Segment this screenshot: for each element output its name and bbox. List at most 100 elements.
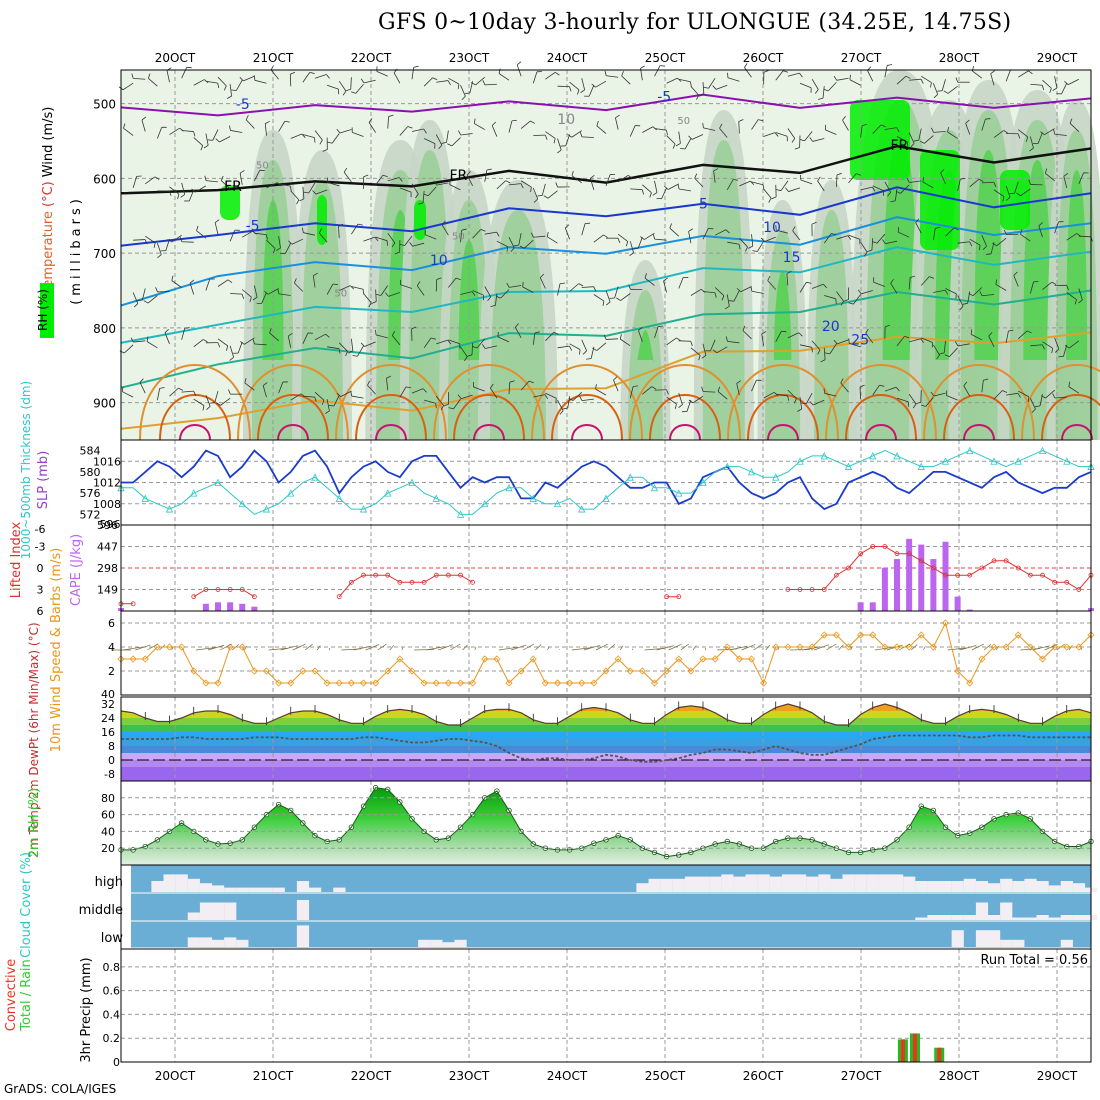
barb-staff [290,133,303,139]
wind-barb [571,170,582,184]
wind-barb [290,133,306,139]
barb-flag [940,169,945,174]
barb-staff [1020,233,1031,242]
wind-barb [557,85,572,92]
barb-flag [137,299,143,302]
warm-isotherm [335,364,447,441]
barb-flag [1028,179,1031,185]
barb-staff [262,385,267,398]
wind-barb [1078,172,1089,185]
wind-barb [484,286,492,302]
wind-barb [1028,179,1043,186]
barb-staff [969,178,980,188]
barb-flag [649,192,652,198]
barb-flag [1029,147,1034,152]
barb-flag [787,395,790,401]
li-marker [470,579,476,585]
wind-barb [919,135,934,144]
temp-band [121,711,1091,718]
barb-flag [514,323,519,328]
wind-barb [209,391,219,404]
barb-staff [1078,172,1084,185]
wind-barb [799,82,812,93]
wind-barb [666,337,681,346]
cloud-bar-high [781,874,795,892]
cloud-bar-high [866,874,879,892]
barb-staff [787,72,800,77]
barb-flag [227,279,233,283]
barb-staff [484,169,488,182]
wind-barb [508,119,517,133]
barb-staff [254,343,267,346]
barb-staff [739,237,748,248]
warm-isotherm [551,394,623,441]
barb-staff [811,283,824,289]
wind-barb [744,63,752,78]
barb-staff [460,85,466,97]
cape-bar [857,602,864,611]
series-2m-temp [120,703,1092,726]
barb-staff [254,79,267,84]
barb-staff [495,293,498,306]
cloud-bar-high [891,874,904,892]
barb-flag [688,135,693,140]
barb-flag [540,273,545,278]
cape-bar [894,559,900,611]
surface-wind-barb [365,644,380,651]
wind-barb [205,80,220,89]
wind-barb [954,341,970,347]
wind-barb [314,74,330,79]
barb-flag [621,71,624,77]
wind-barb [981,181,997,187]
precip-conv-bar [937,1047,942,1062]
barb-flag [559,282,565,285]
wind-barb [567,130,582,138]
barb-staff [441,224,449,236]
wind-barb [435,395,444,411]
barb-staff [896,397,909,403]
barb-staff [896,336,905,347]
wind-marker [966,679,974,687]
wind-barb [860,241,868,257]
wind-barb [472,290,485,301]
barb-flag [922,177,924,183]
barb-staff [165,239,170,251]
wind-barb [739,180,755,187]
rh-high-patch [220,185,240,220]
surface-wind-barb [1080,647,1082,651]
barb-staff [860,186,873,191]
surface-wind-barb [135,644,151,651]
barb-staff [836,291,844,302]
barb-staff [206,180,219,183]
barb-flag [842,115,846,121]
barb-flag [1005,196,1011,201]
temp-band [121,732,1091,739]
surface-wind-barb [498,646,518,651]
temp-band [121,746,1091,753]
barb-flag [930,391,935,397]
barb-staff [996,237,1007,247]
wind-barb [799,281,812,293]
wind-barb [423,186,437,197]
barb-staff [757,240,764,252]
barb-flag [482,80,486,86]
wind-barb [678,276,689,289]
barb-flag [131,73,134,79]
wind-barb [981,235,987,251]
barb-staff [205,395,211,407]
barb-flag [357,223,363,226]
wind-barb [205,342,221,348]
cape-bar [239,603,246,611]
cloud-bar-high [163,874,176,892]
series-lifted-index [121,546,1092,605]
wind-barb [294,278,304,292]
barb-flag [811,347,813,353]
barb-flag [823,88,829,92]
barb-staff [387,177,400,182]
wind-barb [840,378,849,393]
barb-staff [945,288,957,295]
wind-barb [969,178,984,188]
wind-barb [399,187,412,198]
y-tick-wind: 4 [108,641,115,654]
wind-marker [832,631,840,639]
